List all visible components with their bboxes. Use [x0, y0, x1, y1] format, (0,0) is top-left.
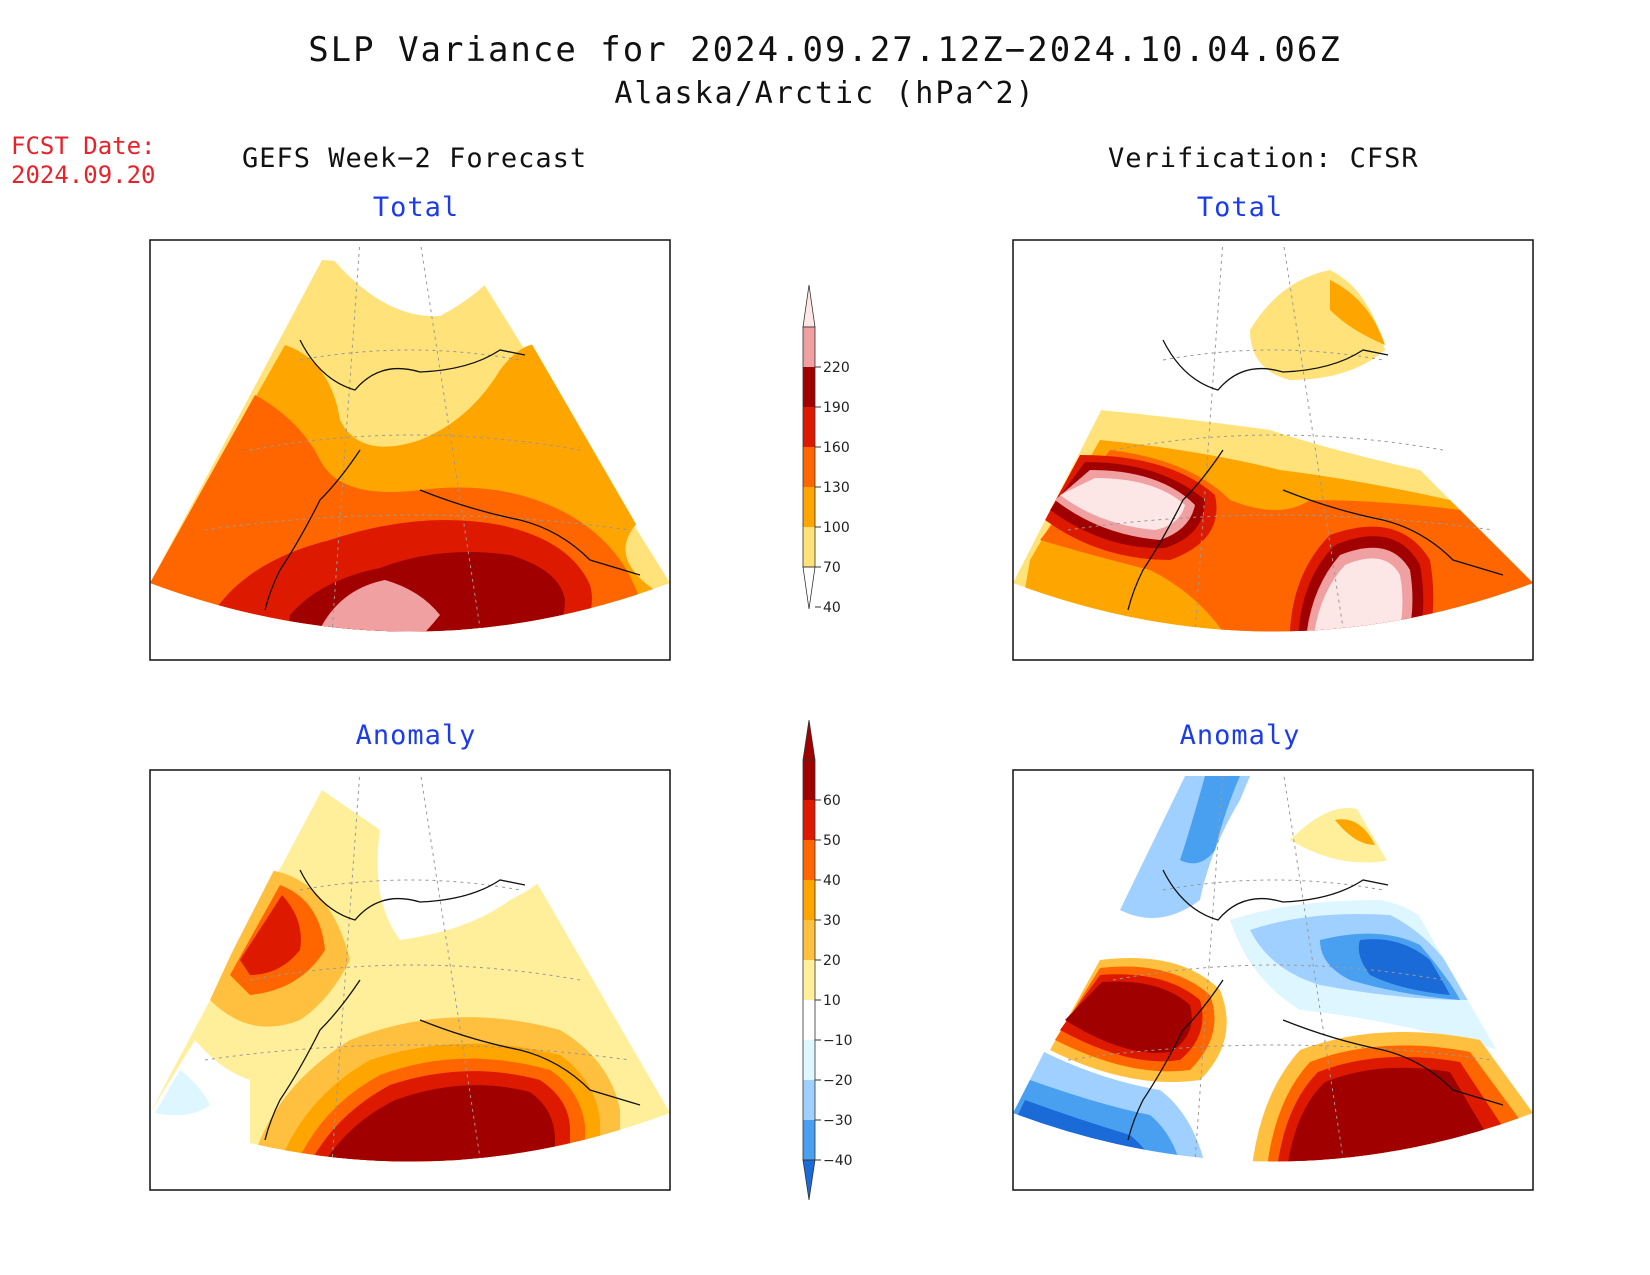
- colorbar-total-swatch: [803, 407, 815, 447]
- colorbar-anomaly-tick-label: 20: [823, 953, 841, 969]
- colorbar-anomaly-tip-bottom: [802, 1159, 816, 1201]
- colorbar-anomaly-swatch: [803, 800, 815, 840]
- forecast-column-heading: GEFS Week−2 Forecast: [242, 143, 588, 174]
- colorbar-total-swatch: [803, 447, 815, 487]
- colorbar-anomaly-tick-label: −40: [823, 1153, 853, 1169]
- colorbar-total-tick-label: 190: [823, 400, 850, 416]
- colorbar-anomaly-tick-label: 10: [823, 993, 841, 1009]
- colorbar-anomaly-swatch: [803, 840, 815, 880]
- colorbar-total-tick-label: 40: [823, 600, 841, 616]
- fcst-date-value: 2024.09.20: [11, 161, 156, 189]
- colorbar-total-tip-bottom: [802, 566, 816, 610]
- panel-title-forecast-anomaly: Anomaly: [355, 720, 477, 751]
- colorbar-total-swatch: [803, 327, 815, 367]
- colorbar-anomaly-tick-label: −30: [823, 1113, 853, 1129]
- colorbar-anomaly-tick-label: −20: [823, 1073, 853, 1089]
- colorbar-total-tick-label: 160: [823, 440, 850, 456]
- colorbar-total-swatch: [803, 367, 815, 407]
- colorbar-anomaly-tick-label: 60: [823, 793, 841, 809]
- colorbar-anomaly-tip-top: [802, 719, 816, 761]
- colorbar-total-tip-top: [802, 284, 816, 328]
- colorbar-anomaly-swatch: [803, 1040, 815, 1080]
- colorbar-anomaly-tick-label: 50: [823, 833, 841, 849]
- colorbar-anomaly-tick-label: 40: [823, 873, 841, 889]
- colorbar-total-tick-label: 130: [823, 480, 850, 496]
- chart-subtitle: Alaska/Arctic (hPa^2): [614, 76, 1036, 111]
- colorbar-total-tick-label: 100: [823, 520, 850, 536]
- map-forecast-anomaly: [150, 773, 670, 1162]
- colorbar-anomaly-swatch: [803, 880, 815, 920]
- colorbar-total-tick-label: 70: [823, 560, 841, 576]
- chart-title: SLP Variance for 2024.09.27.12Z−2024.10.…: [308, 30, 1342, 70]
- colorbar-anomaly-swatch: [803, 1120, 815, 1160]
- fcst-date-label: FCST Date:: [11, 132, 156, 160]
- colorbar-anomaly-swatch: [803, 920, 815, 960]
- colorbar-anomaly-swatch: [803, 960, 815, 1000]
- map-forecast-total: [150, 243, 670, 632]
- colorbar-anomaly-swatch: [803, 760, 815, 800]
- colorbar-anomaly-tick-label: 30: [823, 913, 841, 929]
- map-verification-total: [1013, 243, 1533, 632]
- panel-title-verification-anomaly: Anomaly: [1179, 720, 1301, 751]
- verification-column-heading: Verification: CFSR: [1108, 143, 1419, 174]
- colorbar-anomaly: 60 50 40 30 20 10 −10 −20 −30 −40: [802, 719, 853, 1201]
- panel-title-verification-total: Total: [1196, 192, 1284, 223]
- colorbar-anomaly-swatch: [803, 1080, 815, 1120]
- colorbar-anomaly-swatch: [803, 1000, 815, 1040]
- colorbar-total-swatch: [803, 487, 815, 527]
- colorbar-total: 220 190 160 130 100 70 40: [802, 284, 850, 616]
- colorbar-total-tick-label: 220: [823, 360, 850, 376]
- colorbar-anomaly-tick-label: −10: [823, 1033, 853, 1049]
- panel-title-forecast-total: Total: [372, 192, 460, 223]
- map-verification-anomaly: [1013, 773, 1533, 1162]
- colorbar-total-swatch: [803, 527, 815, 567]
